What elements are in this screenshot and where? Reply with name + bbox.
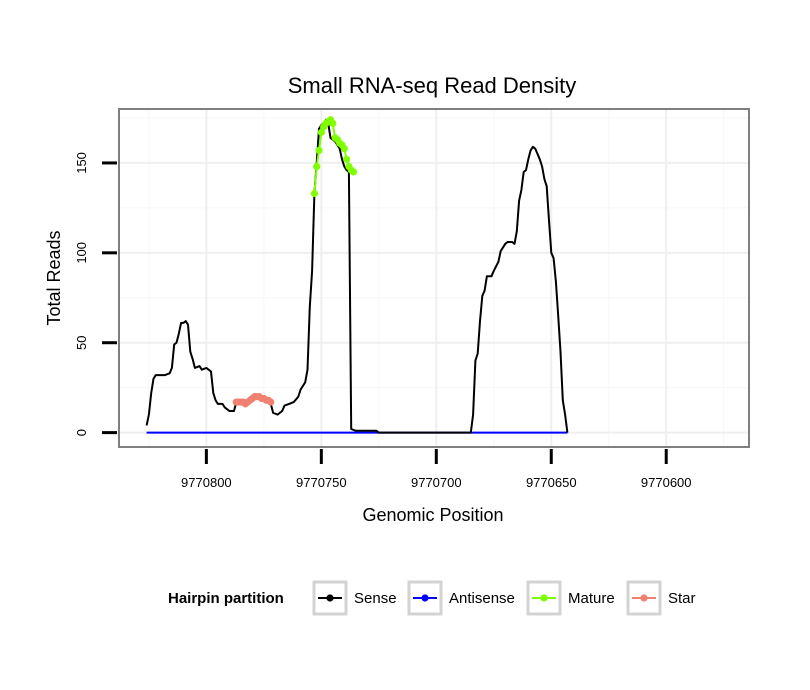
x-tick-label: 9770600 [641, 475, 692, 490]
legend-entries: Sense Antisense Mature Star [312, 580, 696, 616]
data-point-mature [313, 162, 321, 171]
legend-key-point-star [640, 594, 648, 602]
x-axis-title: Genomic Position [362, 505, 503, 525]
y-tick-label: 100 [74, 242, 89, 264]
x-tick-label: 9770700 [411, 475, 462, 490]
y-tick-label: 150 [74, 152, 89, 174]
legend-key-point-antisense [421, 594, 429, 602]
data-point-mature [329, 119, 337, 127]
data-point-mature [310, 189, 319, 198]
grid-minor [119, 109, 749, 447]
data-point-mature [343, 155, 351, 163]
x-tick-label: 9770750 [296, 475, 347, 490]
plot-panel [118, 108, 750, 448]
legend-title: Hairpin partition [168, 590, 284, 607]
data-point-mature [349, 168, 358, 176]
data-point-mature [315, 146, 323, 154]
x-axis: 9770800 9770750 9770700 9770650 9770600 [181, 449, 692, 490]
series-layer [145, 116, 569, 434]
y-axis-title: Total Reads [44, 230, 64, 325]
x-tick-label: 9770800 [181, 475, 232, 490]
y-tick-label: 0 [74, 429, 89, 436]
legend-label-sense: Sense [354, 590, 397, 607]
panel-border [118, 108, 750, 448]
y-tick-label: 50 [74, 335, 89, 349]
legend-key-point-sense [326, 594, 334, 602]
legend-label-antisense: Antisense [449, 590, 515, 607]
data-point-mature [340, 144, 348, 153]
data-point-star [267, 398, 275, 406]
legend: Hairpin partition Sense Antisense Mature St… [168, 580, 696, 616]
panel-background [119, 109, 749, 447]
data-point-mature [317, 128, 325, 136]
y-axis: 0 50 100 150 [74, 152, 117, 436]
legend-label-mature: Mature [568, 590, 615, 607]
x-tick-label: 9770650 [526, 475, 577, 490]
legend-key-point-mature [540, 594, 548, 602]
legend-label-star: Star [668, 590, 696, 607]
chart-title: Small RNA-seq Read Density [288, 73, 577, 98]
